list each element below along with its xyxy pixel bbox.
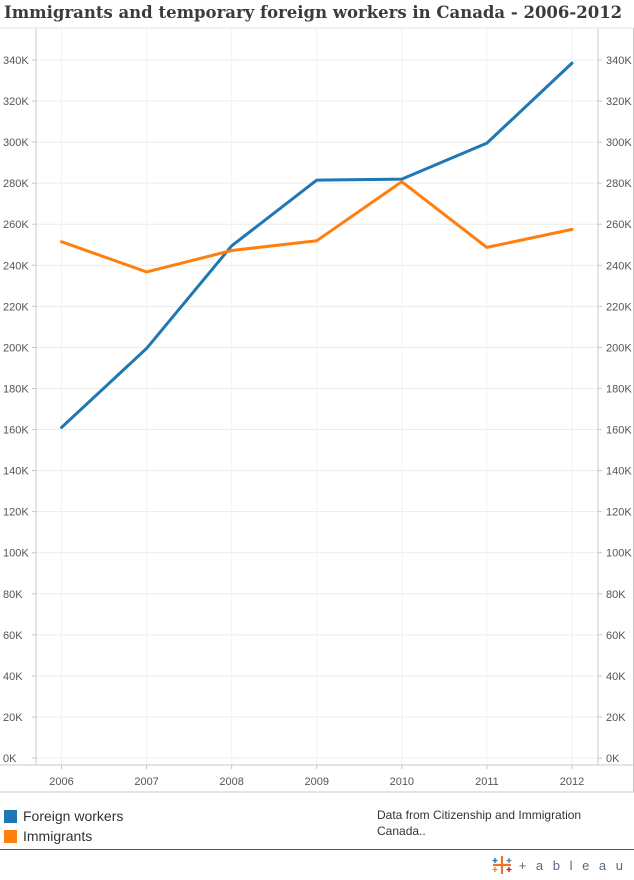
x-tick-label: 2006 xyxy=(49,776,73,788)
y-tick-label-right: 140K xyxy=(606,466,632,478)
y-tick-label-right: 120K xyxy=(606,507,632,519)
y-tick-label-right: 20K xyxy=(606,712,626,724)
legend-swatch xyxy=(4,809,17,823)
legend-swatch xyxy=(4,829,17,843)
y-tick-label-left: 340K xyxy=(3,55,29,67)
y-tick-label-left: 240K xyxy=(3,260,29,272)
source-note: Data from Citizenship and Immigration Ca… xyxy=(377,808,582,838)
y-axis-left: 0K 20K 40K 60K 80K 100K 120K 140K 160K 180K 200K 22… xyxy=(3,55,36,765)
tableau-cross-icon xyxy=(492,856,512,874)
y-tick-label-right: 280K xyxy=(606,178,632,190)
x-tick-label: 2010 xyxy=(390,776,414,788)
x-tick-label: 2008 xyxy=(219,776,243,788)
y-tick-label-right: 80K xyxy=(606,589,626,601)
series-lines xyxy=(60,61,574,429)
series-line-foreign-workers xyxy=(60,61,574,429)
y-tick-label-right: 40K xyxy=(606,671,626,683)
footer-divider xyxy=(0,849,634,850)
y-tick-label-left: 300K xyxy=(3,137,29,149)
chart-title: Immigrants and temporary foreign workers… xyxy=(4,3,623,22)
x-tick-label: 2011 xyxy=(475,776,499,788)
legend-label: Immigrants xyxy=(23,828,93,844)
x-tick-label: 2007 xyxy=(134,776,158,788)
logo-wordmark: + a b l e a u xyxy=(518,857,626,873)
y-tick-label-right: 180K xyxy=(606,383,632,395)
y-tick-label-left: 320K xyxy=(3,96,29,108)
y-tick-label-right: 340K xyxy=(606,55,632,67)
y-tick-label-right: 200K xyxy=(606,342,632,354)
legend-item-immigrants[interactable]: Immigrants xyxy=(4,826,123,846)
y-tick-label-right: 240K xyxy=(606,260,632,272)
legend: Foreign workers Immigrants xyxy=(4,806,123,846)
legend-item-foreign-workers[interactable]: Foreign workers xyxy=(4,806,123,826)
y-tick-label-left: 40K xyxy=(3,671,23,683)
x-tick-label: 2009 xyxy=(305,776,329,788)
y-tick-label-left: 80K xyxy=(3,589,23,601)
y-tick-label-left: 20K xyxy=(3,712,23,724)
y-tick-label-right: 300K xyxy=(606,137,632,149)
y-tick-label-left: 280K xyxy=(3,178,29,190)
x-axis: 2006 2007 2008 2009 2010 2011 2012 xyxy=(49,765,584,788)
y-tick-label-left: 140K xyxy=(3,466,29,478)
plot-frame xyxy=(0,27,634,793)
y-tick-label-right: 100K xyxy=(606,548,632,560)
tableau-logo[interactable]: + a b l e a u xyxy=(491,854,626,876)
x-tick-label: 2012 xyxy=(560,776,584,788)
y-axis-right: 0K 20K 40K 60K 80K 100K 120K 140K 160K 180K 200K 22… xyxy=(598,55,632,765)
y-tick-label-right: 220K xyxy=(606,301,632,313)
legend-label: Foreign workers xyxy=(23,808,124,824)
y-tick-label-right: 60K xyxy=(606,630,626,642)
y-tick-label-right: 0K xyxy=(606,753,620,765)
y-tick-label-right: 320K xyxy=(606,96,632,108)
series-line-immigrants xyxy=(60,180,574,274)
y-tick-label-right: 160K xyxy=(606,425,632,437)
y-tick-label-left: 180K xyxy=(3,383,29,395)
y-tick-label-left: 0K xyxy=(3,753,17,765)
y-tick-label-left: 160K xyxy=(3,425,29,437)
y-tick-label-left: 220K xyxy=(3,301,29,313)
y-tick-label-left: 100K xyxy=(3,548,29,560)
y-tick-label-left: 260K xyxy=(3,219,29,231)
y-tick-label-left: 200K xyxy=(3,342,29,354)
y-tick-label-left: 120K xyxy=(3,507,29,519)
y-tick-label-left: 60K xyxy=(3,630,23,642)
grid-lines xyxy=(36,28,598,765)
y-tick-label-right: 260K xyxy=(606,219,632,231)
line-chart: 0K 20K 40K 60K 80K 100K 120K 140K 160K 180K 200K 22… xyxy=(0,27,634,793)
